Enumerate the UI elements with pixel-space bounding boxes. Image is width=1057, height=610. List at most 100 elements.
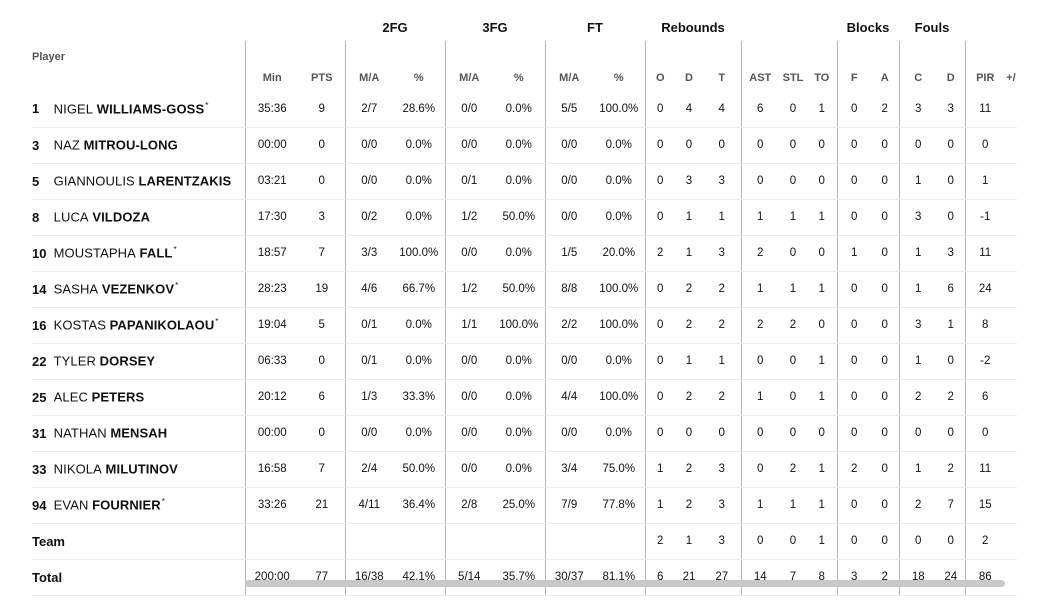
- player-cell[interactable]: 14 SASHA VEZENKOV*: [32, 271, 245, 308]
- cell-pir: 15: [964, 487, 1005, 524]
- cell-to: 8: [807, 559, 837, 596]
- player-last-name[interactable]: FALL: [139, 245, 173, 261]
- cell-pir: 0: [964, 415, 1005, 452]
- cell-ft-ma: 3/4: [544, 451, 593, 488]
- cell-ast: 0: [740, 127, 779, 164]
- cell-reb-o: 2: [644, 235, 675, 272]
- horizontal-scrollbar[interactable]: [245, 580, 1005, 587]
- col-blk-a[interactable]: A: [880, 72, 889, 84]
- cell-min: 28:23: [244, 271, 299, 308]
- player-cell[interactable]: 94 EVAN FOURNIER*: [32, 487, 245, 524]
- cell-3fg-pct: 0.0%: [493, 91, 545, 128]
- cell-pts: 19: [299, 271, 345, 308]
- player-cell[interactable]: 5 GIANNOULIS LARENTZAKIS: [32, 163, 245, 200]
- player-last-name[interactable]: WILLIAMS-GOSS: [96, 101, 205, 117]
- table-row[interactable]: 25 ALEC PETERS 20:12 6 1/3 33.3% 0/0 0.0% 4/4 10…: [32, 379, 1017, 416]
- player-last-name[interactable]: PETERS: [91, 389, 145, 405]
- cell-ft-ma: 7/9: [544, 487, 593, 524]
- table-row[interactable]: 31 NATHAN MENSAH 00:00 0 0/0 0.0% 0/0 0.0% 0/0 0…: [32, 415, 1017, 452]
- player-cell[interactable]: 1 NIGEL WILLIAMS-GOSS*: [32, 91, 245, 128]
- player-cell[interactable]: 31 NATHAN MENSAH: [32, 415, 245, 452]
- col-reb-o[interactable]: O: [644, 41, 675, 91]
- player-cell[interactable]: 25 ALEC PETERS: [32, 379, 245, 416]
- player-last-name[interactable]: LARENTZAKIS: [138, 173, 232, 189]
- cell-blk-a: 0: [871, 127, 899, 164]
- player-first-name[interactable]: KOSTAS: [53, 317, 106, 333]
- player-last-name[interactable]: VILDOZA: [92, 209, 151, 225]
- col-to[interactable]: TO: [814, 72, 830, 84]
- player-last-name[interactable]: MENSAH: [110, 425, 168, 441]
- cell-ast: 1: [740, 271, 779, 308]
- col-plus-minus[interactable]: +/: [1006, 72, 1016, 84]
- player-last-name[interactable]: MILUTINOV: [105, 461, 178, 477]
- starter-marker: *: [161, 497, 165, 507]
- table-row[interactable]: 22 TYLER DORSEY 06:33 0 0/1 0.0% 0/0 0.0% 0/0 0.…: [32, 343, 1017, 380]
- player-cell[interactable]: 16 KOSTAS PAPANIKOLAOU*: [32, 307, 245, 344]
- cell-ft-ma: 0/0: [544, 163, 593, 200]
- player-last-name[interactable]: FOURNIER: [92, 497, 161, 513]
- table-row[interactable]: 3 NAZ MITROU-LONG 00:00 0 0/0 0.0% 0/0 0.0% 0/0…: [32, 127, 1017, 164]
- player-last-name[interactable]: MITROU-LONG: [83, 137, 178, 153]
- cell-foul-d: 7: [937, 487, 965, 524]
- cell-blk-f: 2: [836, 451, 871, 488]
- col-2fg-pct[interactable]: %: [413, 72, 424, 84]
- col-3fg-pct[interactable]: %: [513, 72, 524, 84]
- cell-foul-c: 3: [898, 199, 937, 236]
- col-ft-ma[interactable]: M/A: [544, 41, 593, 91]
- col-2fg-ma[interactable]: M/A: [344, 41, 393, 91]
- cell-to: 1: [807, 91, 837, 128]
- col-3fg-ma[interactable]: M/A: [444, 41, 493, 91]
- player-cell[interactable]: 3 NAZ MITROU-LONG: [32, 127, 245, 164]
- cell-plus-minus: [1005, 199, 1017, 236]
- col-reb-t[interactable]: T: [718, 72, 726, 84]
- cell-foul-d: 0: [937, 415, 965, 452]
- table-row[interactable]: 8 LUCA VILDOZA 17:30 3 0/2 0.0% 1/2 50.0% 0/0 0.…: [32, 199, 1017, 236]
- table-row[interactable]: 10 MOUSTAPHA FALL* 18:57 7 3/3 100.0% 0/0 0.0%…: [32, 235, 1017, 272]
- cell-stl: 0: [779, 379, 807, 416]
- player-cell[interactable]: 22 TYLER DORSEY: [32, 343, 245, 380]
- col-player[interactable]: Player: [32, 51, 66, 63]
- table-row[interactable]: 33 NIKOLA MILUTINOV 16:58 7 2/4 50.0% 0/0 0.0%…: [32, 451, 1017, 488]
- cell-pts: 0: [299, 415, 345, 452]
- player-first-name[interactable]: EVAN: [53, 497, 89, 513]
- player-first-name[interactable]: TYLER: [53, 353, 97, 369]
- cell-reb-t: 2: [703, 271, 741, 308]
- player-last-name[interactable]: DORSEY: [99, 353, 156, 369]
- table-row[interactable]: 14 SASHA VEZENKOV* 28:23 19 4/6 66.7% 1/2 50.0…: [32, 271, 1017, 308]
- player-first-name[interactable]: NATHAN: [53, 425, 107, 441]
- col-ast[interactable]: AST: [740, 41, 779, 91]
- player-cell[interactable]: 10 MOUSTAPHA FALL*: [32, 235, 245, 272]
- col-stl[interactable]: STL: [782, 72, 804, 84]
- table-row[interactable]: 94 EVAN FOURNIER* 33:26 21 4/11 36.4% 2/8 25.0…: [32, 487, 1017, 524]
- cell-min: 16:58: [244, 451, 299, 488]
- table-row[interactable]: 1 NIGEL WILLIAMS-GOSS* 35:36 9 2/7 28.6% 0/0 0…: [32, 91, 1017, 128]
- cell-ast: 1: [740, 487, 779, 524]
- col-pts[interactable]: PTS: [311, 72, 333, 84]
- table-row[interactable]: 5 GIANNOULIS LARENTZAKIS 03:21 0 0/0 0.0% 0/1…: [32, 163, 1017, 200]
- player-first-name[interactable]: LUCA: [53, 209, 89, 225]
- col-foul-d[interactable]: D: [946, 72, 955, 84]
- player-first-name[interactable]: ALEC: [53, 389, 88, 405]
- player-first-name[interactable]: GIANNOULIS: [53, 173, 135, 189]
- player-cell[interactable]: 33 NIKOLA MILUTINOV: [32, 451, 245, 488]
- player-first-name[interactable]: NIGEL: [53, 101, 94, 117]
- col-pir[interactable]: PIR: [964, 41, 1005, 91]
- col-reb-d[interactable]: D: [685, 72, 693, 84]
- col-blk-f[interactable]: F: [836, 41, 871, 91]
- player-first-name[interactable]: MOUSTAPHA: [53, 245, 136, 261]
- cell-reb-d: 21: [675, 559, 703, 596]
- col-foul-c[interactable]: C: [898, 41, 937, 91]
- cell-reb-d: 0: [675, 127, 703, 164]
- cell-2fg-ma: 16/38: [344, 559, 393, 596]
- cell-to: 1: [807, 523, 837, 560]
- col-min[interactable]: Min: [244, 41, 299, 91]
- player-last-name[interactable]: PAPANIKOLAOU: [109, 317, 215, 333]
- scrollbar-thumb[interactable]: [245, 580, 1005, 587]
- player-first-name[interactable]: NAZ: [53, 137, 80, 153]
- player-last-name[interactable]: VEZENKOV: [101, 281, 175, 297]
- col-ft-pct[interactable]: %: [613, 72, 624, 84]
- player-first-name[interactable]: NIKOLA: [53, 461, 102, 477]
- player-first-name[interactable]: SASHA: [53, 281, 99, 297]
- table-row[interactable]: 16 KOSTAS PAPANIKOLAOU* 19:04 5 0/1 0.0% 1/1 1…: [32, 307, 1017, 344]
- player-cell[interactable]: 8 LUCA VILDOZA: [32, 199, 245, 236]
